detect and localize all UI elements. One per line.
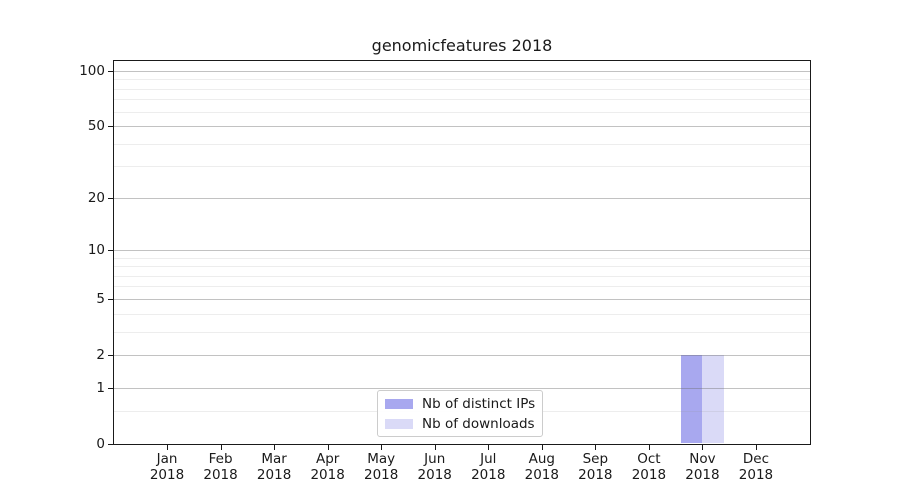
x-tick-year: 2018 xyxy=(310,467,345,483)
legend-swatch-downloads xyxy=(385,418,413,429)
gridline-major xyxy=(113,249,810,251)
legend: Nb of distinct IPs Nb of downloads xyxy=(377,390,543,437)
x-tick-mark xyxy=(220,443,222,450)
gridline-minor xyxy=(113,88,810,90)
x-tick-year: 2018 xyxy=(631,467,667,483)
y-tick-mark xyxy=(108,249,114,251)
x-tick-year: 2018 xyxy=(256,467,292,483)
gridline-major xyxy=(113,298,810,300)
legend-label: Nb of downloads xyxy=(422,415,535,432)
gridline-major xyxy=(113,125,810,127)
x-tick-year: 2018 xyxy=(471,467,506,483)
y-tick-mark xyxy=(108,443,114,445)
gridline-minor xyxy=(113,257,810,259)
x-tick-label: Jun 2018 xyxy=(400,451,470,484)
x-tick-year: 2018 xyxy=(203,467,238,483)
y-tick-label: 100 xyxy=(79,62,105,79)
x-tick-mark xyxy=(755,443,757,450)
gridline-minor xyxy=(113,166,810,168)
x-tick-label: Oct 2018 xyxy=(614,451,684,484)
x-tick-mark xyxy=(167,443,169,450)
x-tick-label: Jan 2018 xyxy=(132,451,202,484)
y-tick-mark xyxy=(108,125,114,127)
x-tick-label: Mar 2018 xyxy=(239,451,309,484)
gridline-minor xyxy=(113,111,810,113)
y-tick-label: 20 xyxy=(87,189,105,206)
x-tick-mark xyxy=(595,443,597,450)
chart-title: genomicfeatures 2018 xyxy=(371,36,553,55)
x-tick-year: 2018 xyxy=(417,467,452,483)
y-tick-mark xyxy=(108,70,114,72)
y-tick-label: 1 xyxy=(96,379,105,396)
gridline-minor xyxy=(113,79,810,81)
x-tick-mark xyxy=(488,443,490,450)
x-tick-label: Nov 2018 xyxy=(667,451,737,484)
x-tick-label: Feb 2018 xyxy=(186,451,256,484)
x-tick-label: Dec 2018 xyxy=(721,451,791,484)
x-tick-mark xyxy=(702,443,704,450)
y-tick-mark xyxy=(108,387,114,389)
x-tick-mark xyxy=(274,443,276,450)
bar-downloads xyxy=(702,354,724,444)
y-tick-label: 0 xyxy=(96,435,105,452)
legend-item: Nb of downloads xyxy=(385,415,535,432)
gridline-minor xyxy=(113,331,810,333)
x-tick-year: 2018 xyxy=(738,467,774,483)
y-tick-mark xyxy=(108,298,114,300)
legend-swatch-distinct-ips xyxy=(385,398,413,409)
gridline-major xyxy=(113,70,810,72)
y-tick-label: 2 xyxy=(96,346,105,363)
x-tick-label: Apr 2018 xyxy=(293,451,363,484)
gridline-minor xyxy=(113,286,810,288)
gridline-major xyxy=(113,197,810,199)
gridline-minor xyxy=(113,266,810,268)
gridline-minor xyxy=(113,99,810,101)
gridline-major xyxy=(113,387,810,389)
gridline-minor xyxy=(113,313,810,315)
legend-item: Nb of distinct IPs xyxy=(385,395,536,412)
x-tick-year: 2018 xyxy=(149,467,185,483)
legend-label: Nb of distinct IPs xyxy=(422,395,536,412)
x-tick-label: May 2018 xyxy=(346,451,416,484)
x-tick-year: 2018 xyxy=(524,467,559,483)
y-tick-label: 50 xyxy=(87,117,105,134)
x-tick-mark xyxy=(648,443,650,450)
y-tick-label: 10 xyxy=(87,241,105,258)
gridline-minor xyxy=(113,275,810,277)
x-tick-label: Aug 2018 xyxy=(507,451,577,484)
x-tick-year: 2018 xyxy=(364,467,399,483)
y-tick-label: 5 xyxy=(96,290,105,307)
bar-distinct-ips xyxy=(681,354,703,444)
x-tick-year: 2018 xyxy=(685,467,720,483)
x-tick-year: 2018 xyxy=(578,467,613,483)
x-tick-mark xyxy=(327,443,329,450)
x-tick-mark xyxy=(381,443,383,450)
gridline-major xyxy=(113,354,810,356)
gridline-minor xyxy=(113,143,810,145)
y-tick-mark xyxy=(108,197,114,199)
x-tick-mark xyxy=(434,443,436,450)
x-tick-label: Sep 2018 xyxy=(560,451,630,484)
x-tick-label: Jul 2018 xyxy=(453,451,523,484)
y-tick-mark xyxy=(108,354,114,356)
x-tick-mark xyxy=(541,443,543,450)
